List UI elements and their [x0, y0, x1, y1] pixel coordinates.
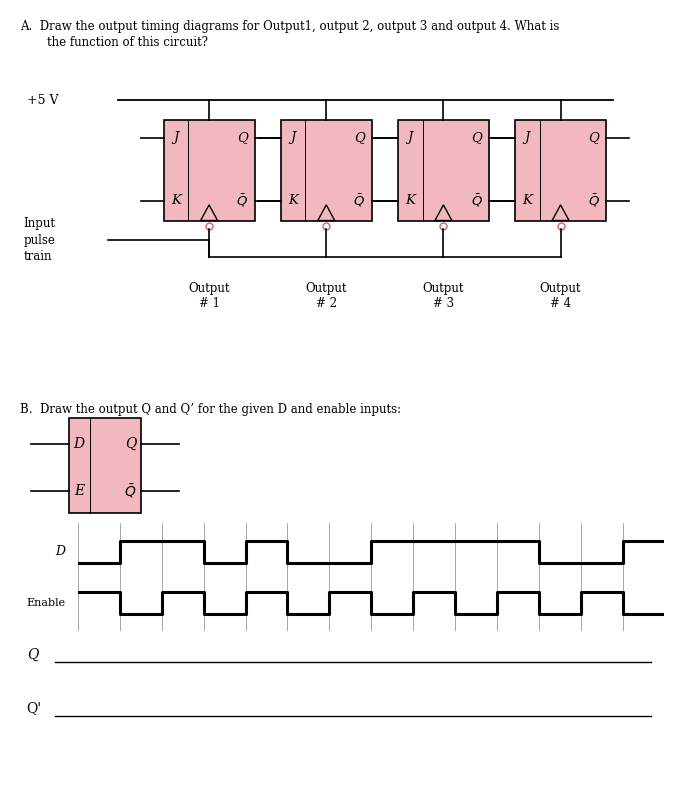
- Text: A.  Draw the output timing diagrams for Output1, output 2, output 3 and output 4: A. Draw the output timing diagrams for O…: [20, 20, 560, 33]
- Bar: [515, 120, 606, 221]
- Text: K: K: [523, 194, 532, 208]
- Text: Q: Q: [589, 131, 599, 145]
- Text: Q: Q: [125, 437, 136, 451]
- Bar: [163, 120, 255, 221]
- Text: $\bar{Q}$: $\bar{Q}$: [588, 193, 600, 209]
- Bar: [281, 120, 372, 221]
- Text: train: train: [24, 250, 52, 264]
- Text: J: J: [173, 131, 178, 145]
- Text: Output
# 3: Output # 3: [422, 282, 464, 310]
- Text: +5 V: +5 V: [27, 93, 58, 107]
- Text: $\bar{Q}$: $\bar{Q}$: [471, 193, 483, 209]
- Text: Output
# 4: Output # 4: [540, 282, 581, 310]
- Text: Enable: Enable: [26, 598, 65, 608]
- Text: E: E: [74, 484, 84, 498]
- Text: $\bar{Q}$: $\bar{Q}$: [124, 482, 136, 500]
- Text: Q: Q: [26, 648, 38, 662]
- Text: K: K: [405, 194, 415, 208]
- Text: J: J: [407, 131, 413, 145]
- Text: Q: Q: [471, 131, 482, 145]
- Text: $\bar{Q}$: $\bar{Q}$: [237, 193, 248, 209]
- Text: Q: Q: [237, 131, 247, 145]
- Text: Q': Q': [26, 702, 42, 716]
- Bar: [398, 120, 489, 221]
- Text: pulse: pulse: [24, 233, 56, 247]
- Text: K: K: [288, 194, 298, 208]
- Text: K: K: [171, 194, 181, 208]
- Text: D: D: [74, 437, 85, 451]
- Text: Output
# 2: Output # 2: [306, 282, 347, 310]
- Text: J: J: [290, 131, 296, 145]
- Text: D: D: [56, 545, 65, 558]
- Text: Output
# 1: Output # 1: [188, 282, 230, 310]
- Text: B.  Draw the output Q and Q’ for the given D and enable inputs:: B. Draw the output Q and Q’ for the give…: [20, 403, 401, 416]
- Text: Input: Input: [24, 217, 56, 230]
- Text: the function of this circuit?: the function of this circuit?: [47, 36, 208, 49]
- Text: $\bar{Q}$: $\bar{Q}$: [353, 193, 365, 209]
- Bar: [69, 419, 141, 512]
- Text: Q: Q: [354, 131, 365, 145]
- Text: J: J: [525, 131, 530, 145]
